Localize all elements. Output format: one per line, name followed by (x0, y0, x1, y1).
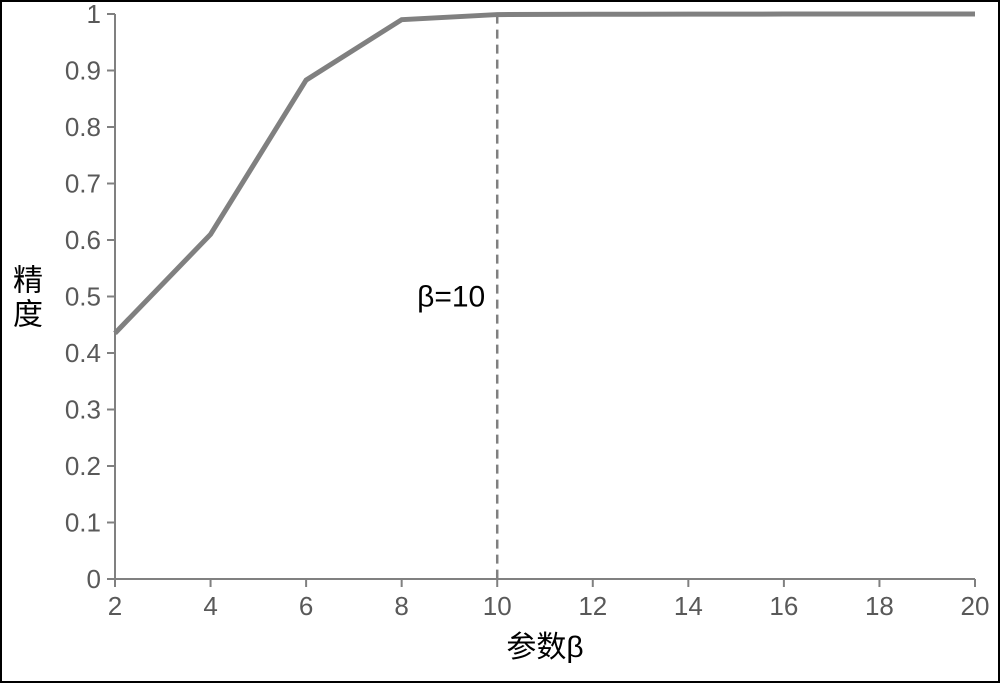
precision-chart: 0 0.1 0.2 0.3 0.4 0.5 0.6 0.7 0.8 0.9 1 2 4 6 8 10 12 14… (0, 0, 1000, 683)
y-tick-label: 0 (87, 564, 101, 594)
y-tick-label: 0.1 (65, 508, 101, 538)
x-tick-label: 18 (865, 591, 894, 621)
y-axis-title-char1: 精 (13, 265, 43, 298)
x-tick-label: 8 (394, 591, 408, 621)
x-tick-label: 16 (769, 591, 798, 621)
x-axis-title: 参数β (506, 631, 583, 664)
data-series (115, 14, 975, 333)
x-ticks: 2 4 6 8 10 12 14 16 18 20 (108, 579, 990, 621)
x-tick-label: 2 (108, 591, 122, 621)
x-tick-label: 12 (578, 591, 607, 621)
x-tick-label: 14 (674, 591, 703, 621)
x-tick-label: 6 (299, 591, 313, 621)
x-tick-label: 10 (483, 591, 512, 621)
y-axis-title-char2: 度 (13, 299, 43, 332)
y-ticks: 0 0.1 0.2 0.3 0.4 0.5 0.6 0.7 0.8 0.9 1 (65, 0, 115, 594)
y-tick-label: 1 (87, 0, 101, 29)
reference-label: β=10 (417, 281, 485, 314)
x-tick-label: 20 (961, 591, 990, 621)
y-tick-label: 0.4 (65, 338, 101, 368)
axes (115, 14, 975, 579)
y-tick-label: 0.7 (65, 169, 101, 199)
y-tick-label: 0.8 (65, 112, 101, 142)
x-tick-label: 4 (203, 591, 217, 621)
y-tick-label: 0.6 (65, 225, 101, 255)
y-tick-label: 0.2 (65, 451, 101, 481)
y-tick-label: 0.3 (65, 395, 101, 425)
y-tick-label: 0.9 (65, 56, 101, 86)
y-tick-label: 0.5 (65, 282, 101, 312)
